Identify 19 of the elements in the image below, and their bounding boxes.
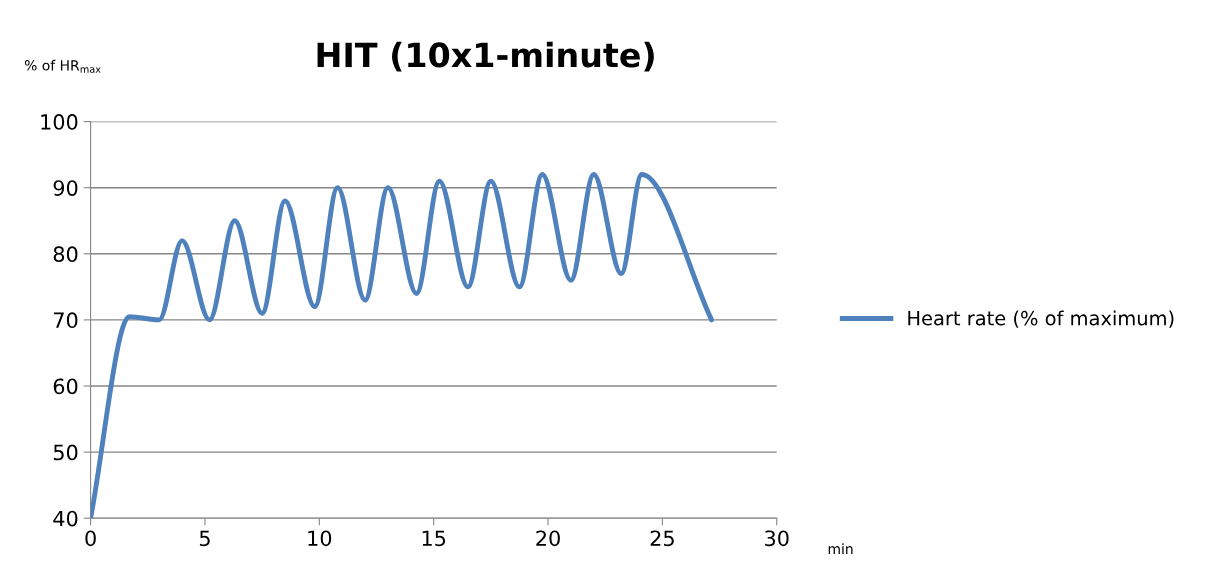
x-tick-label: 30 [765,530,789,547]
x-tick-label: 25 [650,530,674,547]
y-tick-label: 70 [53,312,78,329]
y-tick-label: 100 [41,114,78,130]
x-tick-label: 20 [536,530,560,547]
x-axis-title: min [828,543,853,554]
y-axis-title: % of HR$_{max}$ [24,59,101,73]
y-tick-label: 40 [53,510,78,527]
y-tick-label: 50 [53,444,78,461]
legend-label: Heart rate (% of maximum) [908,310,1174,328]
x-tick-label: 5 [199,530,210,547]
y-tick-label: 60 [53,378,78,395]
x-tick-label: 15 [422,530,446,547]
y-tick-label: 90 [53,180,78,196]
chart-title: HIT (10x1-minute) [317,41,654,72]
y-tick-label: 80 [53,246,78,263]
line-series [90,172,714,519]
x-tick-label: 10 [308,530,332,547]
x-tick-label: 0 [85,530,96,547]
